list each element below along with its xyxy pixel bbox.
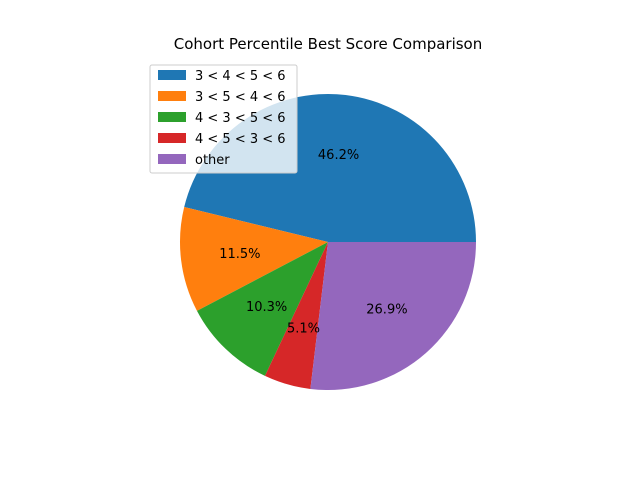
chart-title: Cohort Percentile Best Score Comparison [174,35,483,53]
legend-label: 3 < 4 < 5 < 6 [195,69,286,84]
legend-label: 4 < 3 < 5 < 6 [195,111,286,126]
legend-label: other [195,153,230,168]
slice-percent-label: 5.1% [287,321,320,336]
legend-swatch [158,70,186,80]
legend-label: 4 < 5 < 3 < 6 [195,132,286,147]
pie-slice [180,206,328,311]
pie-percent-labels: 46.2% 11.5% 10.3%5.1% 26.9% [219,148,407,337]
legend-swatch [158,112,186,122]
legend-frame [149,64,298,174]
slice-percent-label: 26.9% [366,302,407,317]
legend: 3 < 4 < 5 < 6 3 < 5 < 4 < 6 4 < 3 < 5 < 6 4… [149,64,298,174]
pie-slice [264,242,328,389]
legend-swatch [158,154,186,164]
legend-swatch [158,133,186,143]
pie-slice [196,242,328,376]
slice-percent-label: 11.5% [219,247,260,262]
slice-percent-label: 46.2% [318,148,359,163]
legend-label: 3 < 5 < 4 < 6 [195,90,286,105]
pie-slice [310,242,476,390]
legend-swatch [158,91,186,101]
slice-percent-label: 10.3% [246,300,287,315]
